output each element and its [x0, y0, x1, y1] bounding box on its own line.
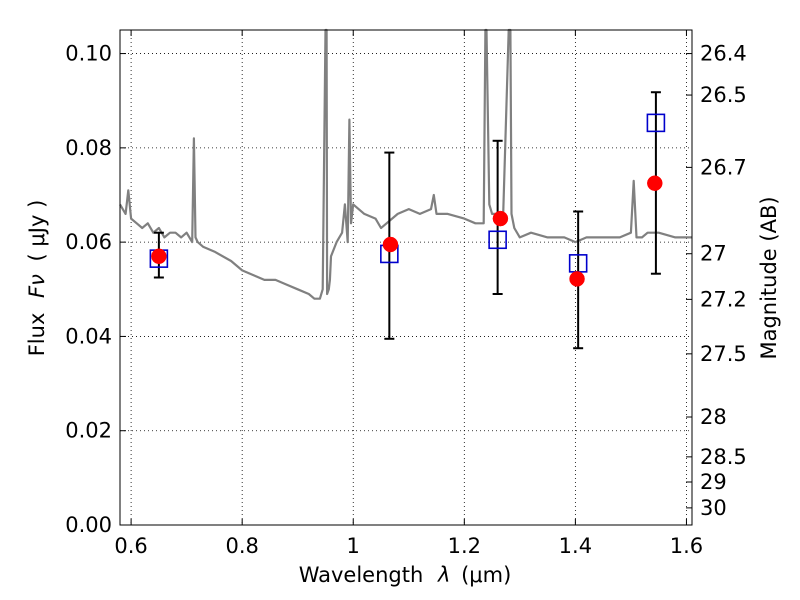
right-tick-label: 27.2 — [700, 287, 747, 311]
y-axis-label-text: Flux — [25, 313, 49, 357]
x-tick-label: 1.6 — [670, 534, 703, 558]
right-axis-label: Magnitude (AB) — [757, 196, 781, 359]
y-tick-label: 0.02 — [65, 419, 112, 443]
spectrum-line — [119, 28, 692, 300]
x-tick-label: 1 — [347, 534, 360, 558]
x-tick-label: 1.2 — [448, 534, 481, 558]
x-axis-label: Wavelength λ (μm) — [299, 563, 512, 587]
y-tick-label: 0.04 — [65, 324, 112, 348]
x-axis-label-text: Wavelength — [299, 563, 424, 587]
model-point — [382, 236, 399, 253]
observed-point — [488, 230, 507, 250]
observed-photometry-squares — [149, 113, 666, 273]
right-tick-label: 26.7 — [700, 155, 747, 179]
right-tick-label: 27.5 — [700, 342, 747, 366]
model-point — [492, 210, 509, 227]
plot-frame — [119, 29, 693, 526]
x-tick-label: 0.6 — [114, 534, 147, 558]
x-axis-symbol: λ — [437, 563, 450, 587]
x-tick-label: 0.8 — [225, 534, 258, 558]
right-tick-label: 28.5 — [700, 445, 747, 469]
y-axis-symbol: Fν — [25, 274, 49, 298]
right-tick-label: 29 — [700, 470, 727, 494]
y-tick-label: 0.06 — [65, 230, 112, 254]
grid-lines — [120, 30, 692, 525]
model-photometry-dots — [151, 175, 663, 287]
model-spectrum-line — [119, 28, 692, 300]
right-tick-label: 30 — [700, 496, 727, 520]
right-tick-label: 27 — [700, 242, 727, 266]
right-tick-label: 28 — [700, 405, 727, 429]
y-axis-label: Flux Fν ( μJy ) — [25, 200, 49, 357]
model-point — [151, 248, 167, 265]
y-tick-label: 0.08 — [65, 136, 112, 160]
y-tick-label: 0.10 — [65, 42, 112, 66]
x-axis-unit: (μm) — [461, 563, 511, 587]
y-axis-unit: ( μJy ) — [25, 200, 49, 262]
error-bars — [153, 91, 661, 350]
y-tick-label: 0.00 — [65, 513, 112, 537]
right-tick-label: 26.5 — [700, 83, 747, 107]
model-point — [569, 271, 585, 287]
model-point — [647, 175, 663, 191]
x-tick-label: 1.4 — [559, 534, 592, 558]
observed-point — [646, 113, 666, 133]
axis-ticks: 0.6 0.8 1 1.2 1.4 1.6 0.00 0.02 0.04 0.06 0.08 0.10… — [65, 30, 747, 558]
right-tick-label: 26.4 — [700, 42, 747, 66]
